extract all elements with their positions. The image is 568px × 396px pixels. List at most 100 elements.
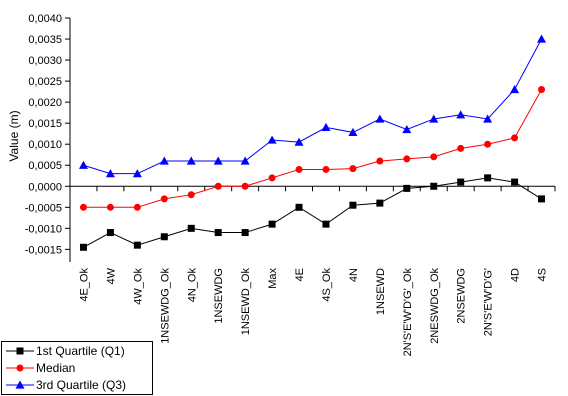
- y-tick-label: 0,0020: [28, 97, 62, 109]
- y-tick-label: -0,0010: [25, 223, 62, 235]
- data-point: [187, 191, 195, 199]
- data-point: [349, 201, 357, 209]
- data-point: [132, 169, 142, 178]
- legend-marker: [16, 347, 24, 355]
- data-point: [457, 178, 465, 186]
- data-point: [187, 224, 195, 232]
- legend-marker: [16, 364, 24, 372]
- legend-label: Median: [36, 361, 76, 375]
- data-point: [511, 178, 519, 186]
- data-point: [537, 34, 547, 43]
- data-point: [186, 156, 196, 165]
- legend-swatch: [6, 364, 34, 372]
- data-point: [403, 155, 411, 163]
- legend-swatch: [6, 380, 34, 389]
- x-tick-label: 1NSEWD_Ok: [240, 268, 252, 336]
- data-point: [213, 156, 223, 165]
- x-tick-label: 1NSEWDG: [213, 268, 225, 324]
- data-point: [402, 124, 412, 134]
- x-tick-label: 2NESWDG_Ok: [429, 268, 441, 344]
- data-point: [79, 203, 87, 211]
- series-2: [79, 86, 546, 211]
- data-point: [430, 153, 438, 161]
- data-point: [160, 233, 168, 241]
- data-point: [214, 182, 222, 190]
- legend-label: 1st Quartile (Q1): [36, 344, 125, 358]
- series-line: [83, 177, 542, 248]
- series-1: [79, 174, 546, 251]
- data-point: [160, 195, 168, 203]
- data-point: [538, 195, 546, 203]
- data-point: [511, 134, 519, 142]
- data-point: [105, 169, 115, 178]
- x-tick-label: 2N'S'E'W'D'G': [483, 268, 495, 336]
- x-tick-label: 4W_Ok: [132, 268, 144, 305]
- y-tick-label: 0,0005: [28, 160, 62, 172]
- data-point: [510, 85, 520, 94]
- data-point: [376, 199, 384, 207]
- data-point: [295, 203, 303, 211]
- data-point: [268, 220, 276, 228]
- legend-marker: [15, 380, 25, 389]
- series-line: [83, 38, 542, 175]
- y-tick-label: 0,0025: [28, 76, 62, 88]
- y-tick-label: 0,0015: [28, 118, 62, 130]
- legend-item: 1st Quartile (Q1): [2, 343, 152, 360]
- series-3: [78, 34, 547, 178]
- y-tick-label: 0,0040: [28, 13, 62, 25]
- data-point: [322, 165, 330, 173]
- data-point: [375, 114, 385, 123]
- data-point: [456, 110, 466, 119]
- legend-item: 3rd Quartile (Q3): [2, 377, 152, 394]
- legend: 1st Quartile (Q1) Median 3rd Quartile (Q3): [1, 341, 153, 395]
- data-point: [267, 135, 277, 144]
- data-point: [403, 184, 411, 192]
- x-tick-label: 4E_Ok: [78, 268, 90, 302]
- data-point: [376, 157, 384, 165]
- y-tick-label: 0,0035: [28, 34, 62, 46]
- y-tick-label: -0,0005: [25, 202, 62, 214]
- x-tick-label: 4N: [348, 268, 360, 282]
- y-tick-label: 0,0030: [28, 55, 62, 67]
- data-point: [79, 243, 87, 251]
- data-point: [133, 241, 141, 249]
- data-point: [348, 127, 358, 137]
- data-point: [214, 229, 222, 237]
- y-tick-label: -0,0015: [25, 244, 62, 256]
- data-point: [106, 229, 114, 237]
- x-tick-label: 4S: [537, 268, 549, 281]
- legend-item: Median: [2, 360, 152, 377]
- data-point: [241, 182, 249, 190]
- y-tick-label: 0,0000: [28, 181, 62, 193]
- data-point: [321, 122, 331, 131]
- x-tick-label: 4D: [510, 268, 522, 282]
- data-point: [159, 156, 169, 165]
- data-point: [106, 203, 114, 211]
- x-tick-label: 2N'S'E'W'D'G'_Ok: [402, 268, 414, 357]
- data-point: [538, 86, 546, 94]
- data-point: [457, 144, 465, 152]
- data-point: [240, 156, 250, 165]
- data-point: [349, 165, 357, 173]
- data-point: [133, 203, 141, 211]
- x-tick-label: 1NSEWDG_Ok: [159, 268, 171, 344]
- data-point: [268, 174, 276, 182]
- x-tick-label: 4E: [294, 268, 306, 281]
- x-tick-label: 4N_Ok: [186, 268, 198, 303]
- data-point: [294, 137, 304, 146]
- data-point: [295, 165, 303, 173]
- data-point: [322, 220, 330, 228]
- data-point: [241, 229, 249, 237]
- x-tick-label: Max: [267, 268, 279, 289]
- data-point: [483, 114, 493, 123]
- series-line: [83, 89, 542, 208]
- legend-swatch: [6, 347, 34, 355]
- data-point: [430, 182, 438, 190]
- x-tick-label: 4S_Ok: [321, 268, 333, 302]
- x-tick-label: 1NSEWD: [375, 268, 387, 315]
- y-axis-label: Value (m): [7, 110, 21, 161]
- data-point: [484, 140, 492, 148]
- x-tick-label: 2NSEWDG: [456, 268, 468, 324]
- legend-label: 3rd Quartile (Q3): [36, 378, 127, 392]
